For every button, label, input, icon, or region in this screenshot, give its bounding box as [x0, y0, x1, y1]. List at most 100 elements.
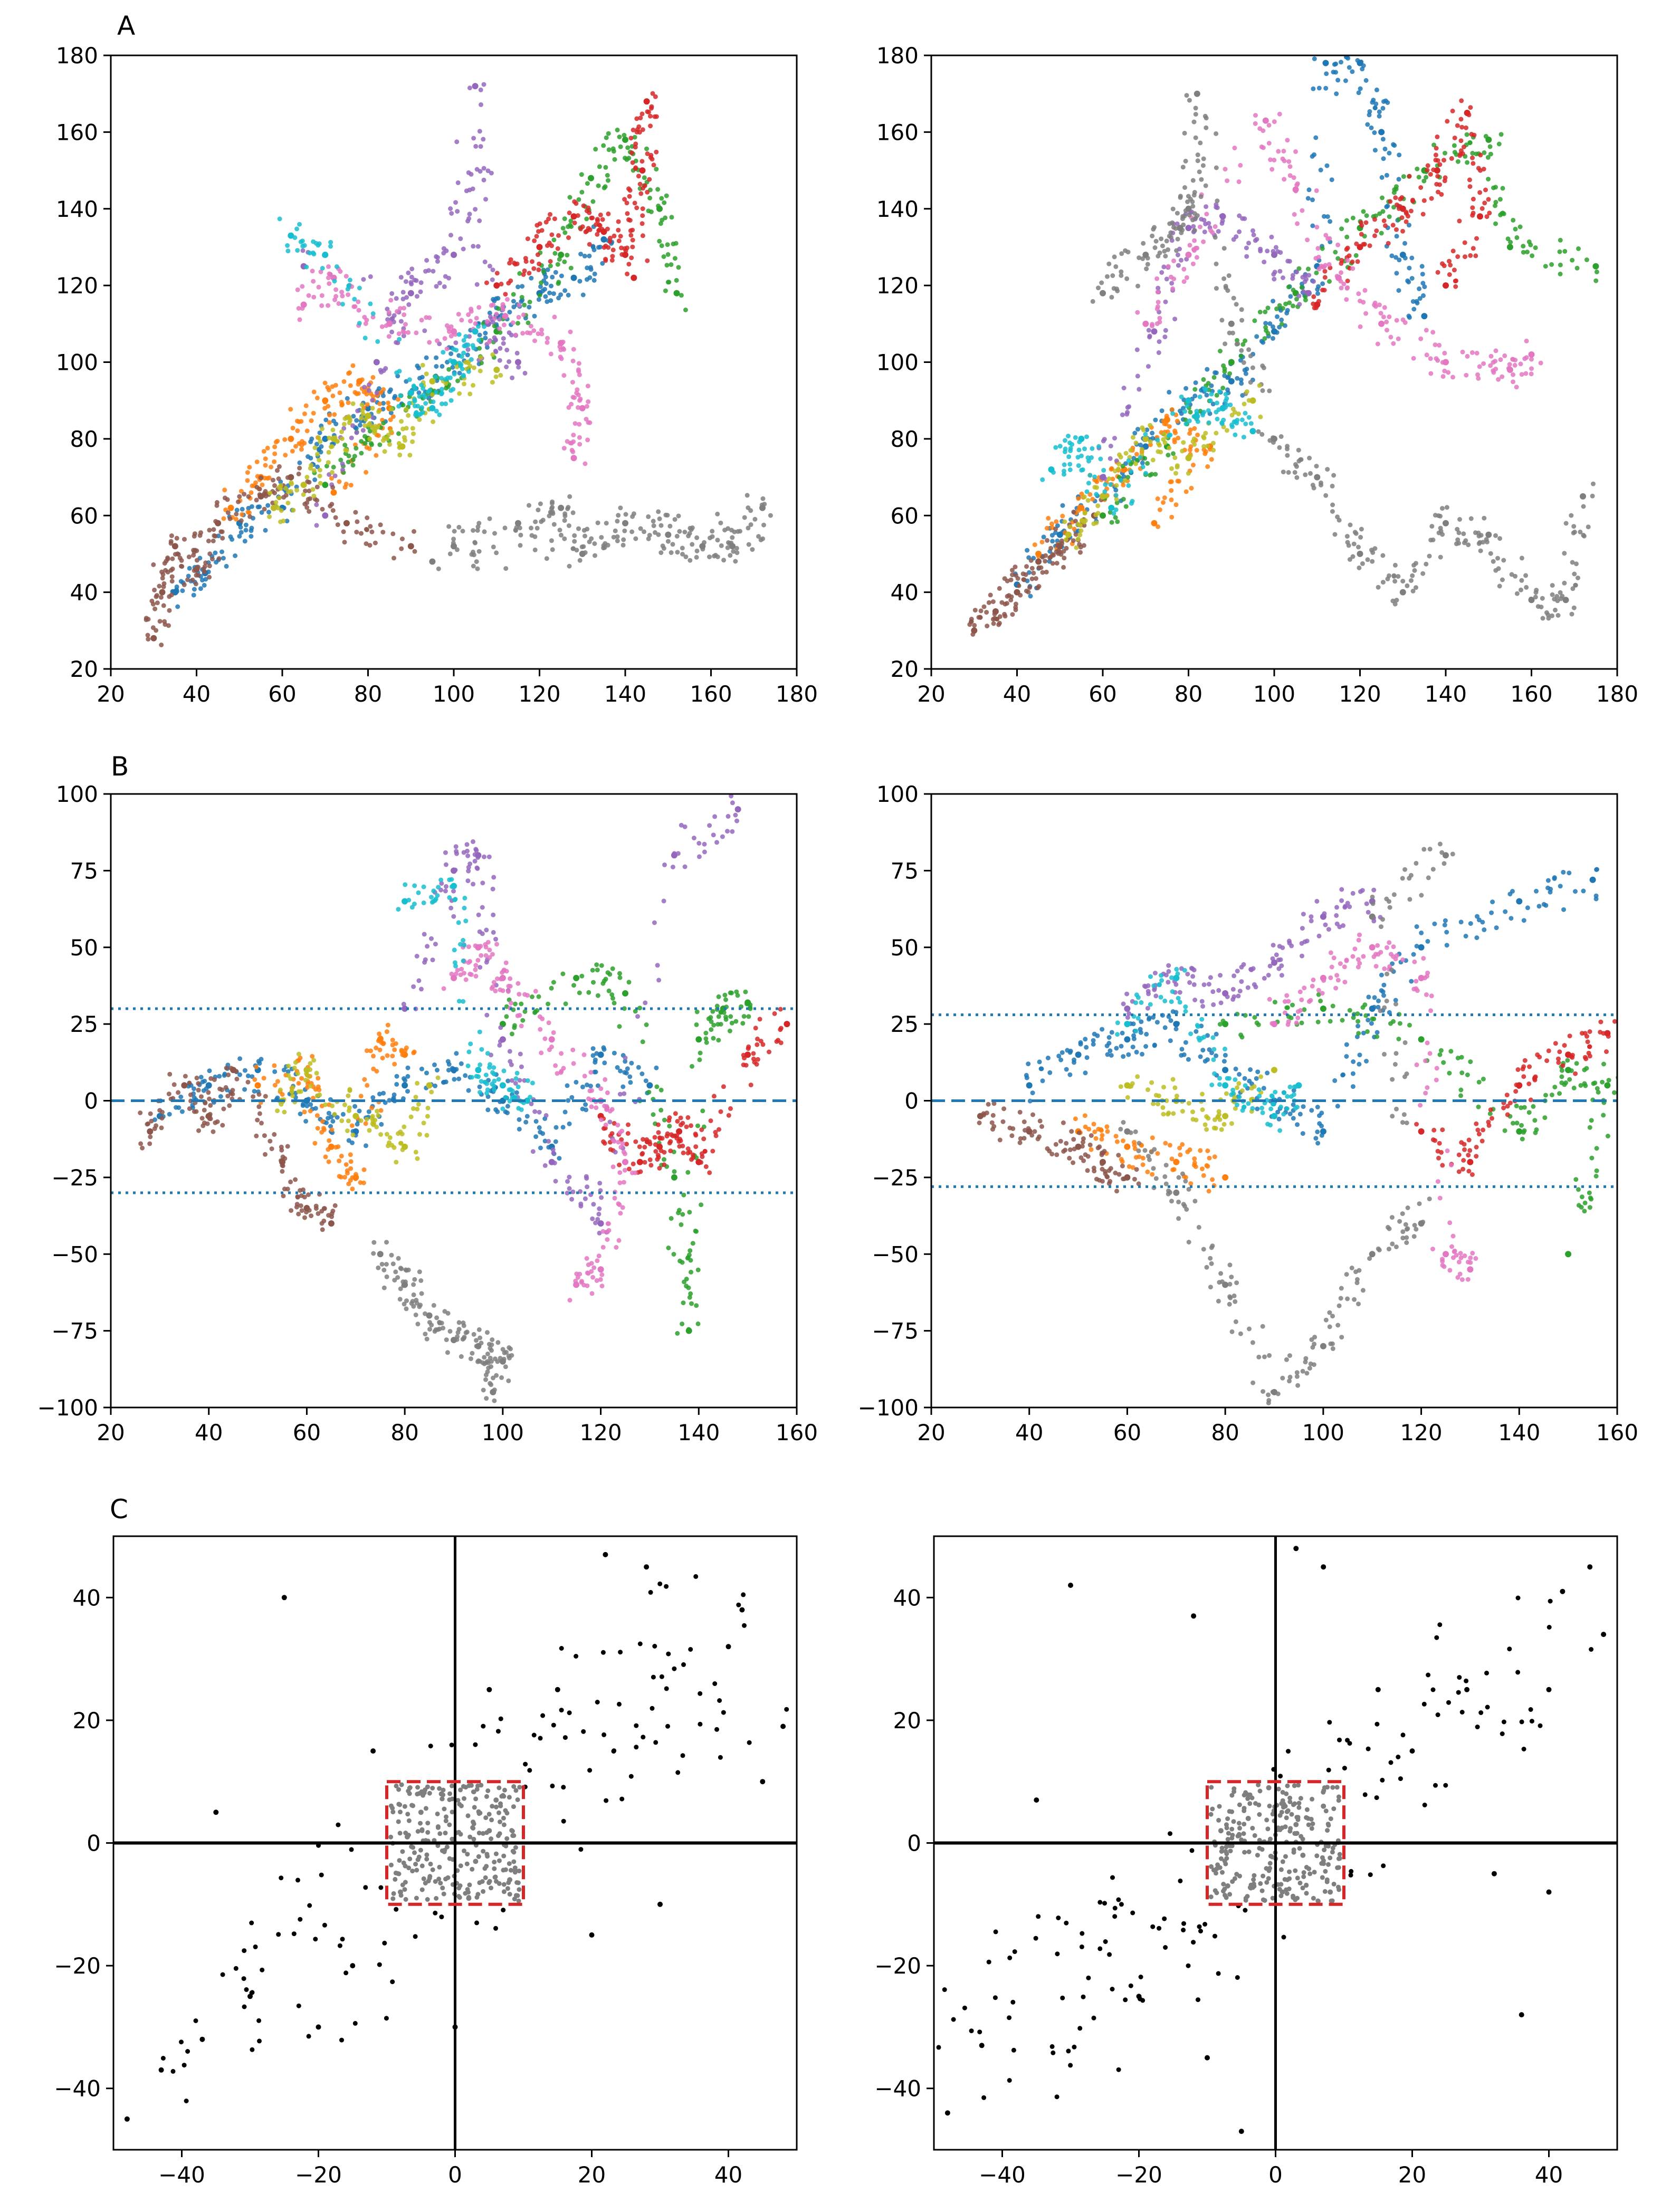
- data-point-outside: [1409, 1748, 1415, 1754]
- y-tick-label: 20: [893, 1708, 921, 1734]
- x-tick-label: 180: [1596, 681, 1638, 707]
- data-point-green: [622, 136, 628, 143]
- y-tick-label: 20: [73, 1708, 101, 1734]
- y-tick-label: 40: [70, 580, 98, 606]
- x-tick-label: 20: [97, 1420, 125, 1445]
- x-tick-label: 80: [390, 1420, 418, 1445]
- y-tick-label: 20: [891, 656, 919, 682]
- data-point-blue: [570, 274, 577, 281]
- data-point-pink: [1262, 117, 1269, 124]
- data-point-blue: [1516, 898, 1523, 905]
- y-tick-label: 100: [56, 350, 98, 376]
- data-layer: [138, 794, 797, 1403]
- x-tick-label: 60: [293, 1420, 321, 1445]
- y-tick-label: −100: [37, 1395, 98, 1421]
- data-point-orange: [1222, 1174, 1229, 1181]
- data-point-cyan: [1222, 1082, 1229, 1089]
- y-tick-label: 75: [70, 858, 98, 884]
- data-point-pink: [1528, 351, 1535, 358]
- scatter-cloud-pink: [1135, 111, 1543, 390]
- scatter-cloud-outside: [936, 1595, 1594, 2100]
- x-tick-label: 120: [579, 1420, 622, 1445]
- scatter-cloud-purple: [1121, 887, 1383, 1020]
- data-point-olive: [1142, 435, 1149, 442]
- x-tick-label: 40: [1003, 681, 1031, 707]
- chart-c-right: −40 −20 0 20 40 −40 −20 0 20 40: [874, 1535, 1618, 2188]
- data-point-gray: [622, 520, 628, 526]
- y-tick-label: 40: [73, 1585, 101, 1611]
- data-layer: [124, 1552, 789, 2122]
- data-point-pink: [1378, 320, 1385, 327]
- data-point-pink: [579, 405, 586, 411]
- panel-letter-c: C: [110, 1494, 128, 1525]
- y-tick-label: 0: [907, 1831, 921, 1856]
- data-point-brown: [343, 520, 350, 526]
- scatter-cloud-orange: [1073, 1113, 1217, 1194]
- x-tick-label: 140: [677, 1420, 720, 1445]
- data-point-green: [588, 175, 594, 181]
- y-tick-label: 160: [56, 119, 98, 145]
- data-point-pink: [1418, 974, 1425, 981]
- x-tick-label: 120: [518, 681, 560, 707]
- data-point-outside: [1546, 1687, 1552, 1692]
- x-tick-label: 40: [183, 681, 211, 707]
- data-point-gray: [665, 531, 672, 538]
- scatter-cloud-olive: [275, 1051, 441, 1165]
- data-point-outside: [1546, 1889, 1552, 1895]
- data-point-outside: [1491, 1871, 1497, 1876]
- data-point-outside: [1375, 1687, 1381, 1692]
- x-tick-label: 120: [1339, 681, 1381, 707]
- data-point-inside: [1293, 1822, 1299, 1827]
- x-tick-label: 140: [1498, 1420, 1540, 1445]
- scatter-cloud-brown: [144, 464, 417, 647]
- scatter-cloud-purple: [300, 82, 528, 528]
- scatter-cloud-green: [504, 962, 753, 1336]
- data-point-olive: [1065, 531, 1072, 538]
- scatter-cloud-cyan: [1115, 966, 1300, 1133]
- data-point-purple: [1151, 328, 1158, 335]
- data-point-green: [322, 482, 329, 489]
- data-point-orange: [1151, 520, 1158, 526]
- scatter-cloud-red: [1414, 1019, 1617, 1177]
- data-point-brown: [159, 589, 166, 596]
- scatter-cloud-red: [1311, 98, 1492, 311]
- data-layer: [936, 1546, 1607, 2134]
- y-tick-label: −50: [872, 1241, 919, 1267]
- data-point-olive: [1271, 1067, 1277, 1074]
- data-point-outside: [979, 2043, 985, 2048]
- data-point-inside: [1225, 1883, 1230, 1889]
- data-point-cyan: [1173, 974, 1180, 981]
- data-point-gray: [1357, 550, 1363, 557]
- data-point-olive: [1222, 1113, 1229, 1119]
- scatter-cloud-gray: [371, 1240, 514, 1403]
- data-point-outside: [350, 1963, 356, 1969]
- data-point-red: [639, 167, 646, 174]
- data-point-blue: [1320, 1128, 1326, 1135]
- data-point-blue: [1124, 1036, 1131, 1043]
- data-point-brown: [1075, 1143, 1082, 1150]
- x-tick-label: 40: [1535, 2162, 1563, 2188]
- data-point-blue: [1075, 1051, 1082, 1058]
- scatter-cloud-pink: [295, 264, 593, 466]
- data-point-orange: [1173, 1158, 1180, 1165]
- scatter-cloud-olive: [1118, 1074, 1264, 1132]
- scatter-cloud-gray: [1090, 93, 1596, 621]
- x-tick-label: 40: [1015, 1420, 1043, 1445]
- data-point-outside: [1560, 1588, 1565, 1594]
- y-tick-label: 180: [56, 43, 98, 69]
- data-point-red: [1477, 213, 1483, 220]
- data-point-gray: [1399, 589, 1406, 596]
- y-tick-label: −75: [51, 1318, 98, 1344]
- data-point-pink: [1185, 252, 1192, 258]
- x-tick-label: 100: [1253, 681, 1295, 707]
- scatter-cloud-orange: [252, 1022, 417, 1192]
- scatter-cloud-pink: [441, 940, 638, 1303]
- data-point-green: [1506, 244, 1513, 251]
- data-point-green: [1320, 1006, 1326, 1012]
- data-point-olive: [300, 482, 307, 489]
- y-tick-label: −25: [51, 1165, 98, 1191]
- y-tick-label: −40: [54, 2076, 101, 2102]
- data-point-outside: [1238, 2129, 1244, 2134]
- data-point-outside: [739, 1607, 745, 1613]
- data-point-inside: [1245, 1816, 1251, 1821]
